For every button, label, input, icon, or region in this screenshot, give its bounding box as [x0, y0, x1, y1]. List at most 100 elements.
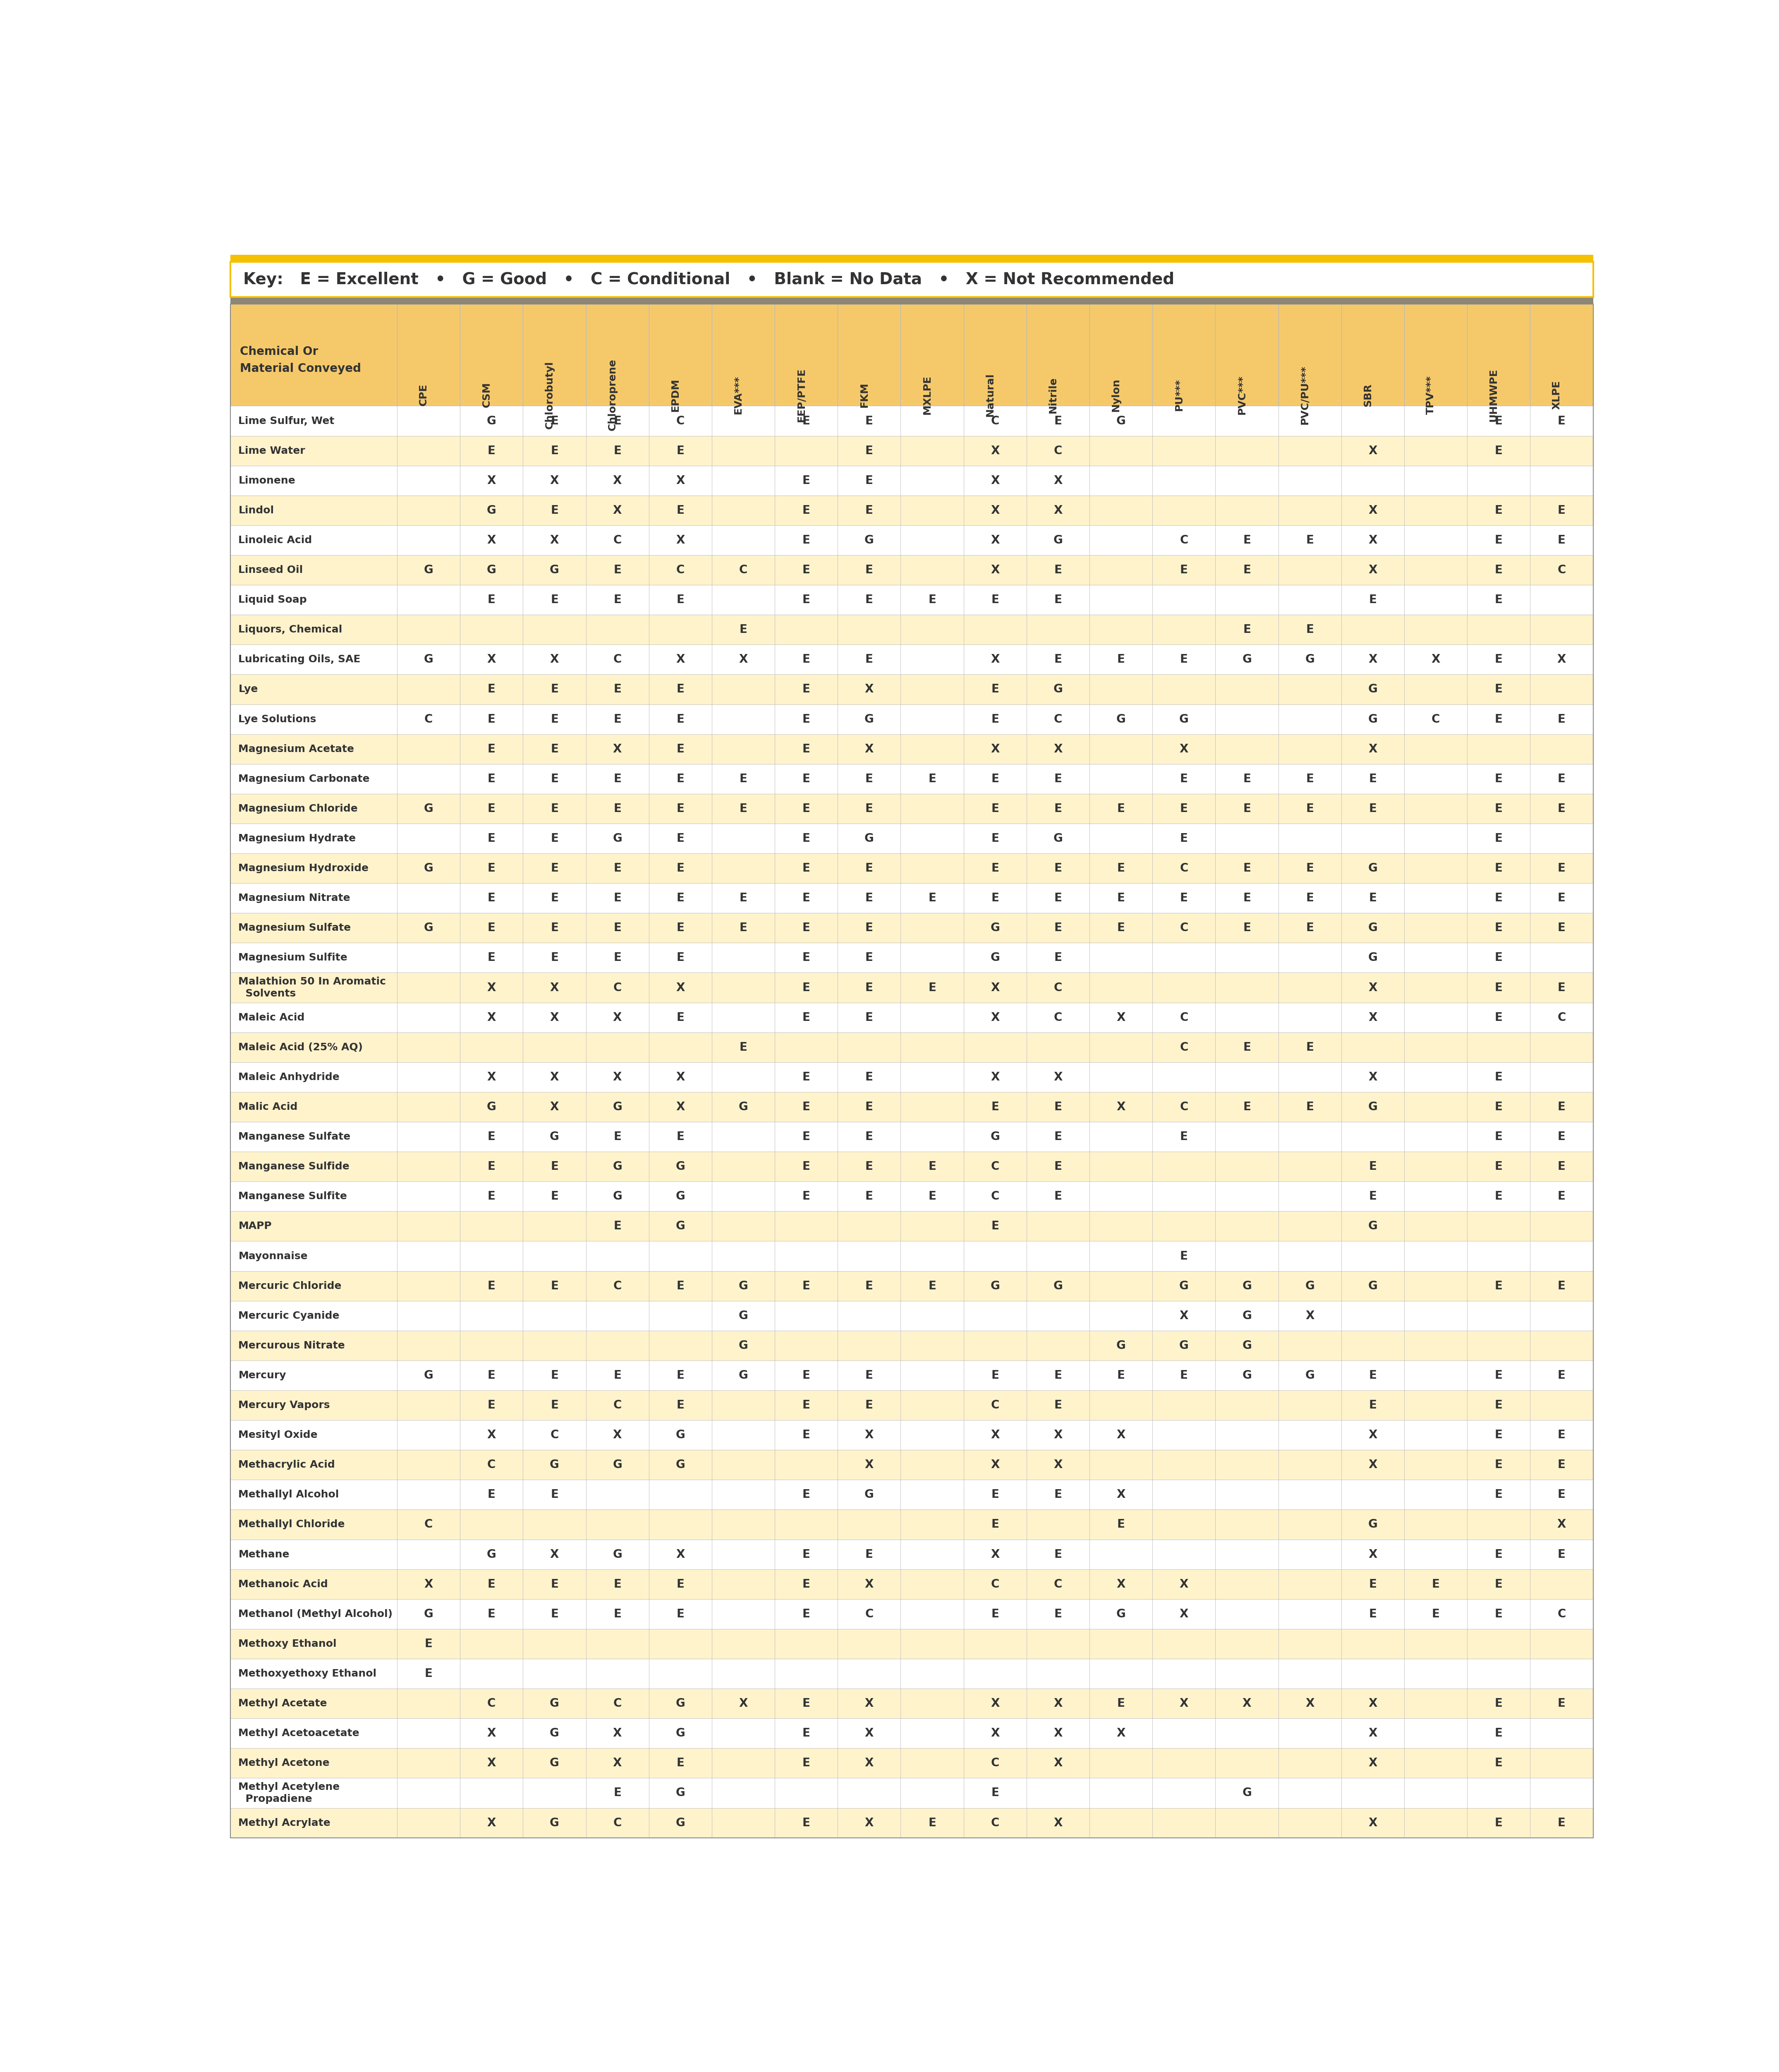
Text: E: E	[802, 773, 809, 785]
Bar	[1468, 972, 1530, 1003]
Text: C: C	[425, 713, 432, 725]
Text: E: E	[1558, 773, 1566, 785]
Bar	[1279, 883, 1341, 914]
Text: X: X	[423, 1579, 432, 1589]
Bar	[1215, 1390, 1279, 1419]
Text: E: E	[487, 595, 495, 605]
Text: E: E	[1494, 1608, 1503, 1620]
Text: Mesityl Oxide: Mesityl Oxide	[238, 1430, 318, 1440]
Text: E: E	[1494, 506, 1503, 516]
Bar	[397, 1152, 461, 1181]
Text: E: E	[1558, 1697, 1566, 1709]
Bar	[964, 435, 1026, 466]
Bar	[585, 1569, 649, 1600]
Text: G: G	[991, 922, 1000, 934]
Bar	[1404, 1778, 1468, 1809]
Bar	[1279, 823, 1341, 854]
Text: Maleic Anhydride: Maleic Anhydride	[238, 1071, 340, 1082]
Text: E: E	[1306, 893, 1313, 903]
Bar	[1530, 1629, 1592, 1660]
Text: G: G	[487, 506, 496, 516]
Text: G: G	[423, 1370, 434, 1382]
Bar	[1279, 466, 1341, 495]
Text: C: C	[1179, 1011, 1188, 1024]
Text: G: G	[738, 1280, 747, 1291]
Text: E: E	[865, 1100, 873, 1113]
Text: E: E	[1494, 802, 1503, 814]
Bar	[1404, 673, 1468, 704]
Bar	[1468, 1181, 1530, 1212]
Text: E: E	[425, 1639, 432, 1649]
Bar	[585, 1450, 649, 1479]
Bar	[712, 1390, 776, 1419]
Text: X: X	[550, 1100, 559, 1113]
Text: E: E	[550, 862, 559, 874]
Bar	[712, 1003, 776, 1032]
Bar	[1026, 1361, 1089, 1390]
Text: G: G	[865, 1490, 873, 1500]
Bar	[1468, 1092, 1530, 1121]
Text: Lubricating Oils, SAE: Lubricating Oils, SAE	[238, 655, 361, 665]
Text: E: E	[865, 1131, 873, 1142]
Bar	[1026, 883, 1089, 914]
Bar	[1279, 765, 1341, 794]
Bar	[776, 794, 838, 823]
Bar	[1089, 466, 1153, 495]
Bar	[1089, 1212, 1153, 1241]
Bar	[712, 1510, 776, 1539]
Text: E: E	[1179, 655, 1188, 665]
Text: G: G	[1053, 833, 1062, 843]
Bar	[838, 1749, 900, 1778]
Bar	[1215, 1479, 1279, 1510]
Bar	[1153, 1301, 1215, 1330]
Text: E: E	[802, 1579, 809, 1589]
Bar	[585, 406, 649, 435]
Bar	[900, 1181, 964, 1212]
Text: X: X	[614, 474, 623, 487]
Bar	[1468, 1361, 1530, 1390]
Bar	[1089, 1689, 1153, 1718]
Bar	[523, 495, 585, 526]
Text: X: X	[991, 1430, 1000, 1440]
Bar	[1404, 1809, 1468, 1838]
Text: E: E	[550, 1490, 559, 1500]
Bar	[776, 1003, 838, 1032]
Bar	[231, 1660, 397, 1689]
Bar	[838, 305, 900, 406]
Text: X: X	[865, 744, 873, 754]
Text: E: E	[802, 1728, 809, 1738]
Bar	[523, 305, 585, 406]
Text: C: C	[1179, 1042, 1188, 1053]
Text: G: G	[612, 1100, 623, 1113]
Bar	[461, 1270, 523, 1301]
Bar	[712, 1330, 776, 1361]
Bar	[838, 584, 900, 615]
Text: Maleic Acid: Maleic Acid	[238, 1013, 304, 1021]
Text: X: X	[865, 1579, 873, 1589]
Text: E: E	[1432, 1579, 1439, 1589]
Text: X: X	[676, 474, 685, 487]
Bar	[1279, 1390, 1341, 1419]
Bar	[1468, 466, 1530, 495]
Bar	[461, 1510, 523, 1539]
Text: E: E	[865, 893, 873, 903]
Text: E: E	[1306, 1042, 1313, 1053]
Text: E: E	[676, 1131, 685, 1142]
Bar	[1215, 1003, 1279, 1032]
Bar	[1089, 704, 1153, 733]
Text: C: C	[991, 1399, 1000, 1411]
Text: G: G	[612, 1160, 623, 1173]
Bar	[397, 914, 461, 943]
Bar	[838, 435, 900, 466]
Bar	[964, 1689, 1026, 1718]
Text: X: X	[1368, 1757, 1377, 1769]
Text: E: E	[802, 922, 809, 934]
Text: E: E	[1055, 1370, 1062, 1382]
Bar	[712, 615, 776, 644]
Bar	[649, 854, 712, 883]
Bar	[649, 1510, 712, 1539]
Text: X: X	[991, 1548, 1000, 1560]
Text: X: X	[1368, 445, 1377, 456]
Text: E: E	[802, 535, 809, 547]
Text: X: X	[1053, 1757, 1062, 1769]
